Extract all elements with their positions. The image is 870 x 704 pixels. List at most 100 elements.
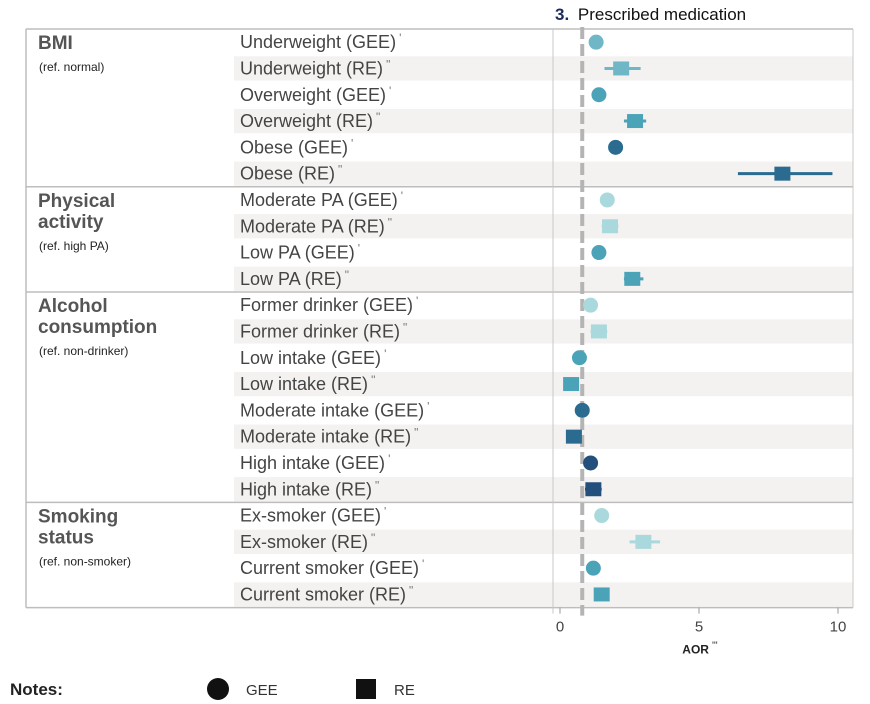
row-label-text: High intake (GEE) bbox=[240, 453, 385, 473]
row-label: Moderate PA (RE) " bbox=[240, 215, 392, 236]
row-label-text: Moderate intake (GEE) bbox=[240, 400, 424, 420]
estimate-point-gee bbox=[588, 34, 604, 50]
x-axis-title: AOR ''' bbox=[682, 641, 717, 657]
x-axis-title-mark: ''' bbox=[712, 641, 718, 652]
row-label: Moderate PA (GEE) ' bbox=[240, 189, 403, 210]
row-label-mark: " bbox=[386, 57, 390, 71]
estimate-point-gee bbox=[594, 508, 610, 524]
row-label-text: Overweight (RE) bbox=[240, 111, 373, 131]
legend-gee-icon bbox=[207, 678, 229, 700]
row-label: High intake (GEE) ' bbox=[240, 452, 390, 473]
table-frame bbox=[25, 28, 854, 614]
estimate-point-re bbox=[774, 166, 791, 181]
row-label: Underweight (GEE) ' bbox=[240, 31, 401, 52]
row-label: High intake (RE) " bbox=[240, 478, 379, 499]
row-band bbox=[234, 477, 853, 502]
row-label-text: Moderate intake (RE) bbox=[240, 427, 411, 447]
estimate-point-re bbox=[563, 377, 580, 392]
row-label-mark: ' bbox=[358, 242, 360, 256]
group-reference: (ref. normal) bbox=[39, 60, 104, 74]
row-band bbox=[234, 424, 853, 449]
row-label-mark: ' bbox=[351, 136, 353, 150]
row-label-mark: ' bbox=[384, 505, 386, 519]
row-label: Ex-smoker (GEE) ' bbox=[240, 505, 386, 526]
row-band bbox=[234, 214, 853, 239]
chart-title: 3. Prescribed medication bbox=[555, 5, 746, 24]
row-label: Former drinker (RE) " bbox=[240, 320, 407, 341]
row-label-mark: " bbox=[388, 215, 392, 229]
group-title: Physical bbox=[38, 191, 115, 212]
estimate-point-re bbox=[613, 61, 630, 76]
row-label-text: Moderate PA (GEE) bbox=[240, 190, 398, 210]
row-label: Ex-smoker (RE) " bbox=[240, 531, 375, 552]
row-label-mark: " bbox=[345, 268, 349, 282]
row-label-mark: ' bbox=[399, 31, 401, 45]
svg-text:3. Prescribed medication: 3. Prescribed medication bbox=[555, 5, 746, 24]
estimate-point-gee bbox=[585, 560, 601, 576]
row-label-mark: " bbox=[403, 320, 407, 334]
row-label-mark: ' bbox=[389, 84, 391, 98]
estimate-point-gee bbox=[574, 402, 590, 418]
row-label-text: Underweight (GEE) bbox=[240, 32, 396, 52]
row-label-mark: ' bbox=[416, 294, 418, 308]
group-title: consumption bbox=[38, 317, 157, 338]
row-label-text: Low intake (RE) bbox=[240, 374, 368, 394]
estimate-point-re bbox=[593, 587, 610, 602]
row-label: Low PA (GEE) ' bbox=[240, 242, 360, 263]
row-label-mark: ' bbox=[384, 347, 386, 361]
row-label: Former drinker (GEE) ' bbox=[240, 294, 418, 315]
row-label: Overweight (GEE) ' bbox=[240, 84, 391, 105]
row-label: Obese (GEE) ' bbox=[240, 136, 353, 157]
group-title: Alcohol bbox=[38, 296, 108, 317]
row-label-mark: " bbox=[375, 478, 379, 492]
group-title: status bbox=[38, 527, 94, 548]
row-label-text: Former drinker (RE) bbox=[240, 321, 400, 341]
row-band bbox=[234, 266, 853, 291]
row-label: Moderate intake (RE) " bbox=[240, 426, 418, 447]
group-reference: (ref. high PA) bbox=[39, 239, 109, 253]
estimate-point-gee bbox=[583, 297, 599, 313]
x-axis-title-text: AOR bbox=[682, 643, 709, 657]
row-label-text: Moderate PA (RE) bbox=[240, 216, 385, 236]
estimate-point-re bbox=[585, 482, 602, 497]
legend-title: Notes: bbox=[10, 680, 63, 699]
row-label-mark: " bbox=[376, 110, 380, 124]
x-tick-label: 5 bbox=[695, 619, 703, 636]
chart-title-text: Prescribed medication bbox=[578, 5, 746, 24]
row-label-mark: " bbox=[371, 373, 375, 387]
row-label-text: Low PA (RE) bbox=[240, 269, 342, 289]
estimate-marks bbox=[563, 34, 833, 602]
row-label-mark: ' bbox=[401, 189, 403, 203]
row-label-mark: ' bbox=[388, 452, 390, 466]
estimate-point-gee bbox=[583, 455, 599, 471]
group-reference: (ref. non-drinker) bbox=[39, 344, 128, 358]
row-label-text: Obese (RE) bbox=[240, 164, 335, 184]
estimate-point-re bbox=[627, 114, 644, 129]
row-label: Overweight (RE) " bbox=[240, 110, 380, 131]
estimate-point-re bbox=[590, 324, 607, 339]
row-label-text: Current smoker (GEE) bbox=[240, 558, 419, 578]
row-label-mark: " bbox=[338, 163, 342, 177]
estimate-point-gee bbox=[571, 350, 587, 366]
legend-label: GEE bbox=[246, 682, 278, 699]
row-label: Current smoker (GEE) ' bbox=[240, 557, 424, 578]
row-label: Underweight (RE) " bbox=[240, 57, 390, 78]
group-reference: (ref. non-smoker) bbox=[39, 554, 131, 568]
row-label-mark: " bbox=[409, 583, 413, 597]
row-label: Current smoker (RE) " bbox=[240, 583, 413, 604]
estimate-point-gee bbox=[599, 192, 615, 208]
row-label-text: Ex-smoker (RE) bbox=[240, 532, 368, 552]
row-label: Moderate intake (GEE) ' bbox=[240, 399, 429, 420]
chart-title-number: 3. bbox=[555, 5, 569, 24]
row-band bbox=[234, 319, 853, 344]
row-label: Low intake (RE) " bbox=[240, 373, 375, 394]
row-label-mark: ' bbox=[427, 399, 429, 413]
row-label-text: Obese (GEE) bbox=[240, 137, 348, 157]
row-label: Low intake (GEE) ' bbox=[240, 347, 386, 368]
group-title: activity bbox=[38, 212, 104, 233]
row-band bbox=[234, 371, 853, 397]
estimate-point-gee bbox=[608, 139, 624, 155]
row-label-text: Underweight (RE) bbox=[240, 58, 383, 78]
